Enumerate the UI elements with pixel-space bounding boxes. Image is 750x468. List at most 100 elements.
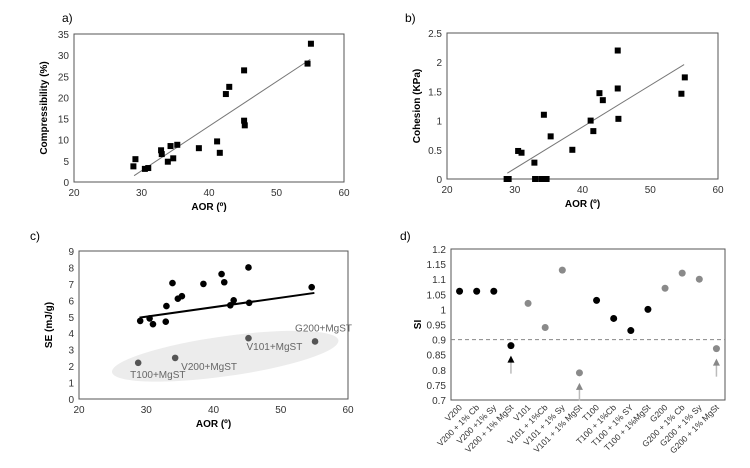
y-tick-label: 1.05 <box>427 290 447 301</box>
data-point <box>531 159 538 166</box>
x-tick-label: 60 <box>342 405 354 416</box>
y-tick-label: 0.75 <box>427 381 447 392</box>
data-point <box>169 279 176 287</box>
highlighted-point <box>245 334 252 342</box>
data-point <box>614 85 621 92</box>
x-tick-label: 40 <box>577 185 589 196</box>
data-point <box>538 176 545 182</box>
y-tick-label: 4 <box>68 329 74 340</box>
y-tick-label: 1.5 <box>428 87 442 98</box>
trendline <box>133 58 311 177</box>
data-point <box>712 345 720 353</box>
y-tick-label: 0 <box>68 395 74 406</box>
x-tick-label: 30 <box>509 185 521 196</box>
x-tick-label: 60 <box>712 185 724 196</box>
data-point <box>614 47 621 54</box>
point-annotation: V200+MgST <box>181 362 237 373</box>
y-tick-label: 5 <box>68 313 74 324</box>
y-tick-label: 15 <box>58 115 70 126</box>
y-tick-label: 5 <box>63 157 69 168</box>
data-point <box>130 163 137 170</box>
y-tick-label: 1 <box>68 379 74 390</box>
data-point <box>163 302 170 310</box>
x-tick-label: 40 <box>203 188 215 199</box>
y-tick-label: 3 <box>68 346 74 357</box>
data-point <box>195 145 202 152</box>
data-point <box>158 151 165 158</box>
data-point <box>473 287 481 295</box>
y-tick-label: 8 <box>68 263 74 274</box>
data-point <box>678 269 686 277</box>
data-point <box>222 91 229 98</box>
x-tick-label: 20 <box>68 188 80 199</box>
panel-label: b) <box>405 11 416 25</box>
data-point <box>599 97 606 104</box>
data-point <box>167 143 174 150</box>
y-tick-label: 20 <box>58 93 70 104</box>
data-point <box>558 266 566 274</box>
data-point <box>532 176 539 182</box>
y-tick-label: 0.8 <box>432 366 446 377</box>
y-axis-label: SE (mJ/g) <box>44 302 55 348</box>
data-point <box>543 176 550 182</box>
x-tick-label: 30 <box>136 188 148 199</box>
data-point <box>216 149 223 156</box>
data-point <box>644 305 652 313</box>
data-point <box>245 299 253 307</box>
trendline <box>507 64 685 174</box>
data-point <box>490 287 498 295</box>
arrow-up-icon <box>575 382 583 390</box>
data-point <box>518 149 525 156</box>
panel-label: a) <box>62 11 73 25</box>
data-point <box>241 67 248 74</box>
x-tick-label: 30 <box>141 405 153 416</box>
y-tick-label: 35 <box>58 30 70 41</box>
data-point <box>214 138 221 145</box>
point-annotation: G200+MgST <box>295 323 352 334</box>
y-tick-label: 0 <box>63 178 69 189</box>
data-point <box>661 284 669 292</box>
data-point <box>226 83 233 90</box>
x-axis-label: AOR (º) <box>565 199 600 210</box>
plot-frame <box>446 32 719 180</box>
y-axis-label: SI <box>413 320 424 330</box>
data-point <box>307 40 314 47</box>
data-point <box>515 147 522 154</box>
y-tick-label: 9 <box>68 247 74 258</box>
panel-b: b) 0 0.5 1 1.5 2 2.5 20 30 40 50 60 AOR (º) Cohesion … <box>405 11 724 210</box>
data-point <box>596 90 603 97</box>
arrow-up-icon <box>712 358 720 366</box>
plot-frame <box>73 33 345 183</box>
arrow-up-icon <box>507 355 515 363</box>
highlight-ellipse <box>111 330 339 382</box>
data-point <box>507 342 515 350</box>
data-point <box>505 176 512 182</box>
y-tick-label: 0.85 <box>427 351 447 362</box>
highlighted-point <box>134 359 142 367</box>
x-tick-label: 50 <box>271 188 283 199</box>
data-point <box>230 297 237 304</box>
data-point <box>245 264 252 271</box>
x-tick-label: 60 <box>338 188 350 199</box>
data-point <box>200 280 207 288</box>
plot-frame <box>78 250 349 400</box>
data-point <box>678 90 685 97</box>
data-point <box>456 287 464 295</box>
data-point <box>681 74 688 81</box>
point-annotation: T100+MgST <box>130 370 185 381</box>
trendline <box>139 291 315 319</box>
highlighted-point <box>311 338 319 345</box>
x-axis-label: AOR (º) <box>196 419 231 430</box>
data-point <box>308 283 315 291</box>
data-point <box>158 147 165 154</box>
y-tick-label: 10 <box>58 136 70 147</box>
y-tick-label: 0.7 <box>432 396 446 407</box>
data-point <box>164 158 171 165</box>
y-axis-label: Compressibility (%) <box>39 61 50 154</box>
data-point <box>136 317 144 325</box>
data-point <box>524 299 532 307</box>
data-point <box>627 327 635 335</box>
panel-label: d) <box>400 229 411 243</box>
panel-label: c) <box>30 229 40 243</box>
